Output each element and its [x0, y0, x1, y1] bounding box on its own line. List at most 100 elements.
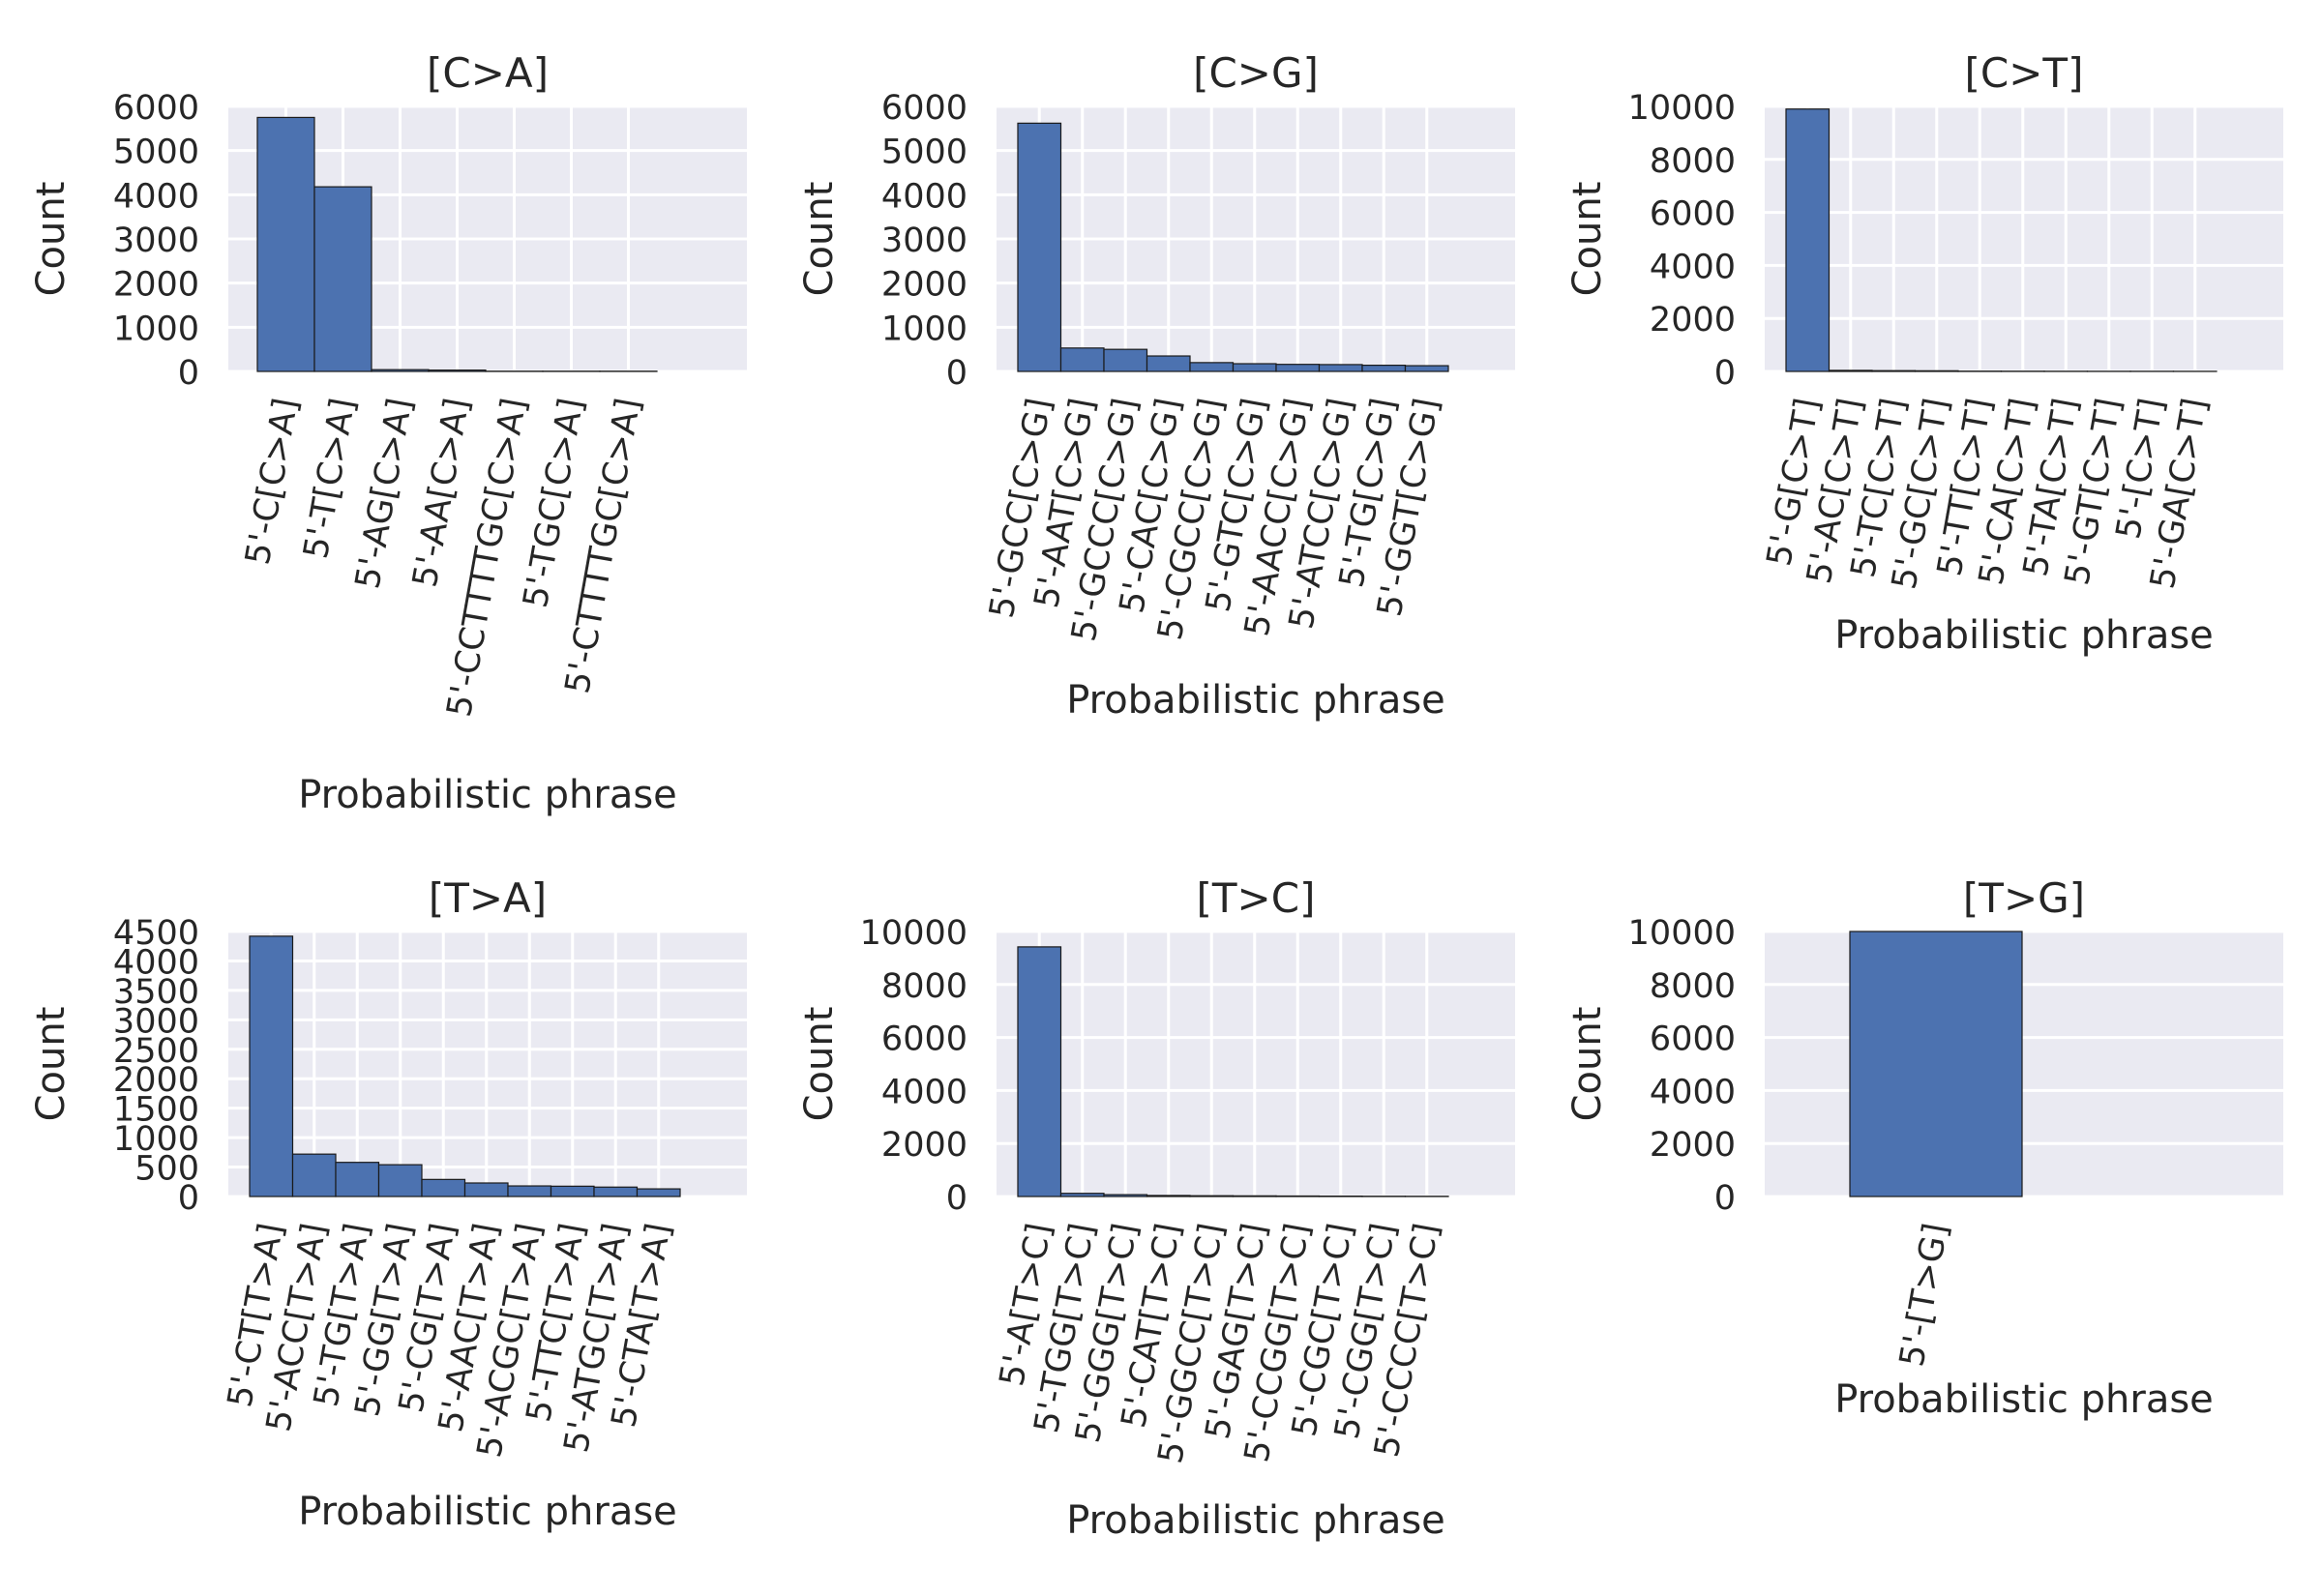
bar	[593, 1186, 639, 1197]
y-axis-label: Count	[797, 1007, 842, 1122]
y-tick-label: 2000	[881, 1126, 968, 1165]
x-axis-label: Probabilistic phrase	[1066, 678, 1445, 723]
y-tick-label: 5000	[881, 133, 968, 172]
chart-panel-2: 01000200030004000500060005'-GCC[C>G]5'-A…	[797, 49, 1515, 723]
bar	[1146, 355, 1191, 372]
bar	[1146, 1195, 1191, 1197]
x-tick-label: 5'-T[C>A]	[297, 396, 364, 562]
y-tick-label: 5000	[113, 133, 199, 172]
chart-panel-4: 0500100015002000250030003500400045005'-C…	[29, 874, 747, 1534]
chart-panel-5: 02000400060008000100005'-A[T>C]5'-TGG[T>…	[797, 874, 1515, 1543]
bar	[256, 116, 315, 372]
y-tick-label: 0	[178, 1179, 199, 1218]
bar	[636, 1188, 681, 1197]
y-axis-label: Count	[29, 1007, 74, 1122]
y-axis-label: Count	[797, 182, 842, 297]
bar	[1849, 931, 2023, 1197]
bar	[1914, 369, 1959, 372]
y-axis-label: Count	[1565, 182, 1610, 297]
x-tick-label: 5'-[T>G]	[1892, 1221, 1955, 1370]
bar	[1017, 122, 1062, 372]
bar	[1103, 1194, 1148, 1197]
x-axis-label: Probabilistic phrase	[298, 1490, 677, 1534]
bar	[421, 1178, 466, 1197]
bar	[1232, 1195, 1277, 1197]
y-tick-label: 2000	[113, 1061, 199, 1100]
x-tick-label: 5'-C[C>A]	[239, 396, 307, 568]
bar	[428, 369, 487, 372]
bar	[291, 1153, 337, 1197]
y-tick-label: 6000	[1650, 195, 1736, 234]
bar	[550, 1185, 595, 1197]
bar	[1189, 1195, 1235, 1197]
bar	[1232, 363, 1277, 372]
chart-panel-3: 02000400060008000100005'-G[C>T]5'-AC[C>T…	[1565, 49, 2283, 658]
y-tick-label: 3000	[881, 222, 968, 260]
y-axis-label: Count	[1565, 1007, 1610, 1122]
y-tick-label: 4000	[881, 1073, 968, 1111]
bar	[1275, 364, 1321, 372]
y-tick-label: 3500	[113, 973, 199, 1012]
x-axis-label: Probabilistic phrase	[298, 773, 677, 817]
y-tick-label: 8000	[1650, 142, 1736, 181]
y-tick-label: 4000	[1650, 248, 1736, 286]
x-axis-label: Probabilistic phrase	[1834, 613, 2214, 658]
bar	[463, 1182, 509, 1197]
y-tick-label: 2000	[113, 266, 199, 305]
y-tick-label: 6000	[881, 1020, 968, 1059]
y-tick-label: 0	[178, 354, 199, 393]
x-axis-label: Probabilistic phrase	[1066, 1498, 1445, 1543]
bar	[1785, 108, 1831, 372]
y-tick-label: 1000	[113, 1120, 199, 1159]
y-tick-label: 1000	[881, 310, 968, 348]
y-tick-label: 8000	[1650, 967, 1736, 1006]
y-tick-label: 10000	[1628, 89, 1736, 128]
y-tick-label: 4000	[881, 177, 968, 216]
y-tick-label: 8000	[881, 967, 968, 1006]
y-tick-label: 2000	[1650, 301, 1736, 340]
y-tick-label: 0	[1714, 1179, 1736, 1218]
y-tick-label: 6000	[1650, 1020, 1736, 1059]
bar	[507, 1185, 552, 1197]
bar	[1318, 364, 1363, 372]
chart-title: [T>A]	[429, 874, 547, 922]
y-tick-label: 6000	[113, 89, 199, 128]
chart-title: [T>G]	[1963, 874, 2085, 922]
y-tick-label: 4000	[113, 177, 199, 216]
y-tick-label: 1000	[113, 310, 199, 348]
bar	[1828, 369, 1873, 372]
y-tick-label: 10000	[860, 914, 968, 953]
y-tick-label: 0	[1714, 354, 1736, 393]
bar	[371, 369, 430, 372]
chart-title: [T>C]	[1197, 874, 1316, 922]
y-tick-label: 4000	[113, 943, 199, 982]
y-tick-label: 2500	[113, 1032, 199, 1071]
bar	[1871, 369, 1917, 372]
y-tick-label: 1500	[113, 1091, 199, 1130]
y-tick-label: 4000	[1650, 1073, 1736, 1111]
chart-panel-1: 0 1000 2000 3000 4000 5000 6000 5'-C[C>A]5'-T[C…	[29, 49, 747, 817]
bar	[1059, 1193, 1105, 1197]
y-tick-label: 4500	[113, 914, 199, 953]
bar	[1017, 946, 1062, 1197]
chart-panel-6: 0 2000 4000 6000 8000 10000 5'-[T>G] [T>G] Count…	[1565, 874, 2283, 1422]
bar	[1059, 347, 1105, 372]
y-axis-label: Count	[29, 182, 74, 297]
y-tick-label: 10000	[1628, 914, 1736, 953]
bar	[1103, 348, 1148, 372]
y-tick-label: 0	[946, 354, 968, 393]
bar	[335, 1162, 380, 1197]
chart-title: [C>T]	[1965, 49, 2084, 97]
y-tick-label: 3000	[113, 1002, 199, 1041]
bar	[1361, 365, 1407, 372]
bar	[1404, 365, 1449, 372]
y-tick-label: 6000	[881, 89, 968, 128]
chart-title: [C>A]	[427, 49, 549, 97]
chart-title: [C>G]	[1193, 49, 1319, 97]
y-tick-label: 2000	[1650, 1126, 1736, 1165]
bar	[1275, 1195, 1321, 1197]
y-tick-label: 0	[946, 1179, 968, 1218]
y-tick-label: 500	[134, 1150, 199, 1189]
bar	[313, 186, 372, 372]
